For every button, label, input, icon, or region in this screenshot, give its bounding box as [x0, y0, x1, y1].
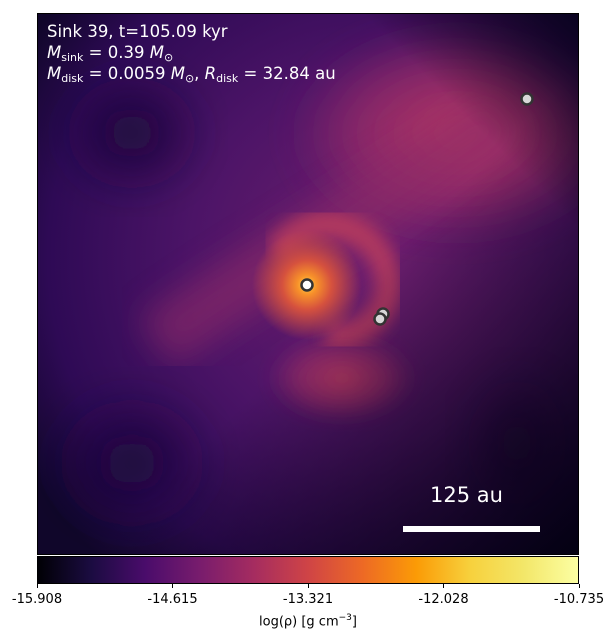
disk-line: Mdisk = 0.0059 M⊙, Rdisk = 32.84 au: [47, 64, 336, 85]
sink-companion-b: [373, 312, 387, 326]
m-sink-value: = 0.39: [88, 43, 145, 62]
m-disk-unit: M: [170, 64, 185, 83]
colorbar-label-text: log(ρ) [g cm: [259, 614, 339, 630]
r-disk-value: = 32.84: [243, 64, 310, 83]
sink-distant: [520, 92, 534, 106]
colorbar-label-end: ]: [351, 614, 357, 630]
m-sink-unit: M: [149, 43, 164, 62]
density-map: [37, 13, 579, 555]
scale-bar: [403, 526, 540, 532]
m-disk-sub: disk: [61, 72, 84, 85]
sink-info-title: Sink 39, t=105.09 kyr: [47, 21, 228, 42]
colorbar-tick-label: -15.908: [11, 592, 63, 607]
colorbar-tick-label: -12.028: [418, 592, 469, 607]
colorbar-tick-mark: [36, 584, 38, 588]
r-disk-sub: disk: [216, 72, 239, 85]
sink-mass-line: Msink = 0.39 M⊙: [47, 42, 173, 68]
m-disk-symbol: M: [47, 64, 62, 83]
r-disk-unit: au: [315, 64, 336, 83]
colorbar-tick-mark: [443, 584, 444, 588]
m-disk-unit-sub: ⊙: [184, 72, 195, 85]
scale-bar-label: 125 au: [430, 483, 503, 507]
colorbar-tick-label: -13.321: [282, 592, 334, 607]
colorbar-label: log(ρ) [g cm−3]: [259, 613, 357, 629]
m-sink-unit-sub: ⊙: [163, 51, 174, 64]
colorbar-tick-mark: [172, 584, 173, 588]
colorbar-tick-mark: [578, 584, 580, 588]
colorbar: [37, 556, 579, 584]
colorbar-label-exponent: −3: [338, 613, 352, 623]
colorbar-tick-label: -10.735: [553, 592, 605, 607]
sink-main: [300, 278, 314, 292]
title-line: Sink 39, t=105.09 kyr: [47, 22, 228, 41]
m-sink-symbol: M: [47, 43, 62, 62]
m-sink-sub: sink: [61, 51, 84, 64]
r-disk-symbol: R: [204, 64, 217, 83]
m-disk-value: = 0.0059: [88, 64, 166, 83]
colorbar-tick-mark: [307, 584, 309, 588]
colorbar-tick-label: -14.615: [147, 592, 198, 607]
